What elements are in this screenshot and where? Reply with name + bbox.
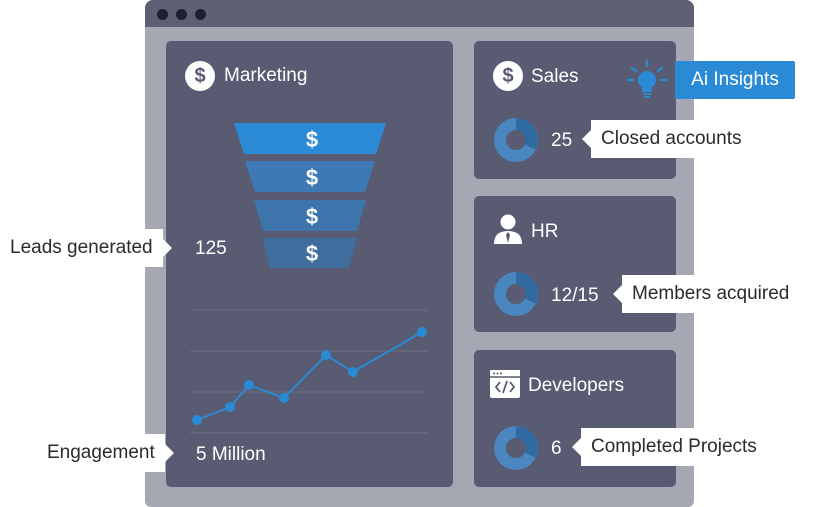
funnel-dollar-3: $ xyxy=(306,204,318,229)
members-acquired-callout: Members acquired xyxy=(612,275,800,313)
marketing-title: Marketing xyxy=(224,65,308,86)
sales-donut-chart xyxy=(494,118,538,162)
code-window-icon xyxy=(490,370,520,398)
window-dot-1[interactable] xyxy=(157,9,168,20)
hr-title: HR xyxy=(531,221,559,242)
trend-point xyxy=(417,327,427,337)
window-dot-3[interactable] xyxy=(195,9,206,20)
hr-donut-chart xyxy=(494,272,538,316)
person-icon xyxy=(494,214,522,244)
trend-point xyxy=(348,367,358,377)
window-titlebar xyxy=(145,0,694,27)
funnel-stage-1 xyxy=(234,123,386,154)
sales-funnel-chart: $ $ $ $ xyxy=(234,123,386,268)
developers-donut-chart xyxy=(494,426,538,470)
ai-insights-button[interactable]: Ai Insights xyxy=(675,61,795,99)
hr-value: 12/15 xyxy=(551,285,599,306)
leads-generated-value: 125 xyxy=(195,238,227,259)
engagement-line-chart xyxy=(190,309,428,434)
donut-segment xyxy=(515,118,538,150)
funnel-stage-3 xyxy=(254,200,366,231)
funnel-stage-2 xyxy=(245,161,375,192)
funnel-stage-4 xyxy=(262,238,357,268)
trend-point xyxy=(192,415,202,425)
engagement-value: 5 Million xyxy=(196,444,266,465)
leads-generated-callout: Leads generated xyxy=(0,229,172,267)
trend-point xyxy=(279,393,289,403)
completed-projects-callout: Completed Projects xyxy=(572,428,767,466)
sales-value: 25 xyxy=(551,130,573,151)
developers-value: 6 xyxy=(551,438,562,459)
closed-accounts-callout: Closed accounts xyxy=(581,120,752,158)
dollar-icon: $ xyxy=(185,61,215,91)
developers-title: Developers xyxy=(528,375,625,396)
dollar-icon: $ xyxy=(493,61,523,91)
sales-title: Sales xyxy=(531,66,579,87)
donut-segment xyxy=(515,272,538,304)
trend-point xyxy=(225,402,235,412)
trend-point xyxy=(321,350,331,360)
donut-segment xyxy=(515,426,538,458)
lightbulb-icon xyxy=(626,59,668,98)
funnel-dollar-2: $ xyxy=(306,165,318,190)
trend-point xyxy=(244,380,254,390)
engagement-callout: Engagement xyxy=(37,434,174,472)
funnel-dollar-1: $ xyxy=(306,127,318,152)
funnel-dollar-4: $ xyxy=(306,241,318,266)
window-dot-2[interactable] xyxy=(176,9,187,20)
